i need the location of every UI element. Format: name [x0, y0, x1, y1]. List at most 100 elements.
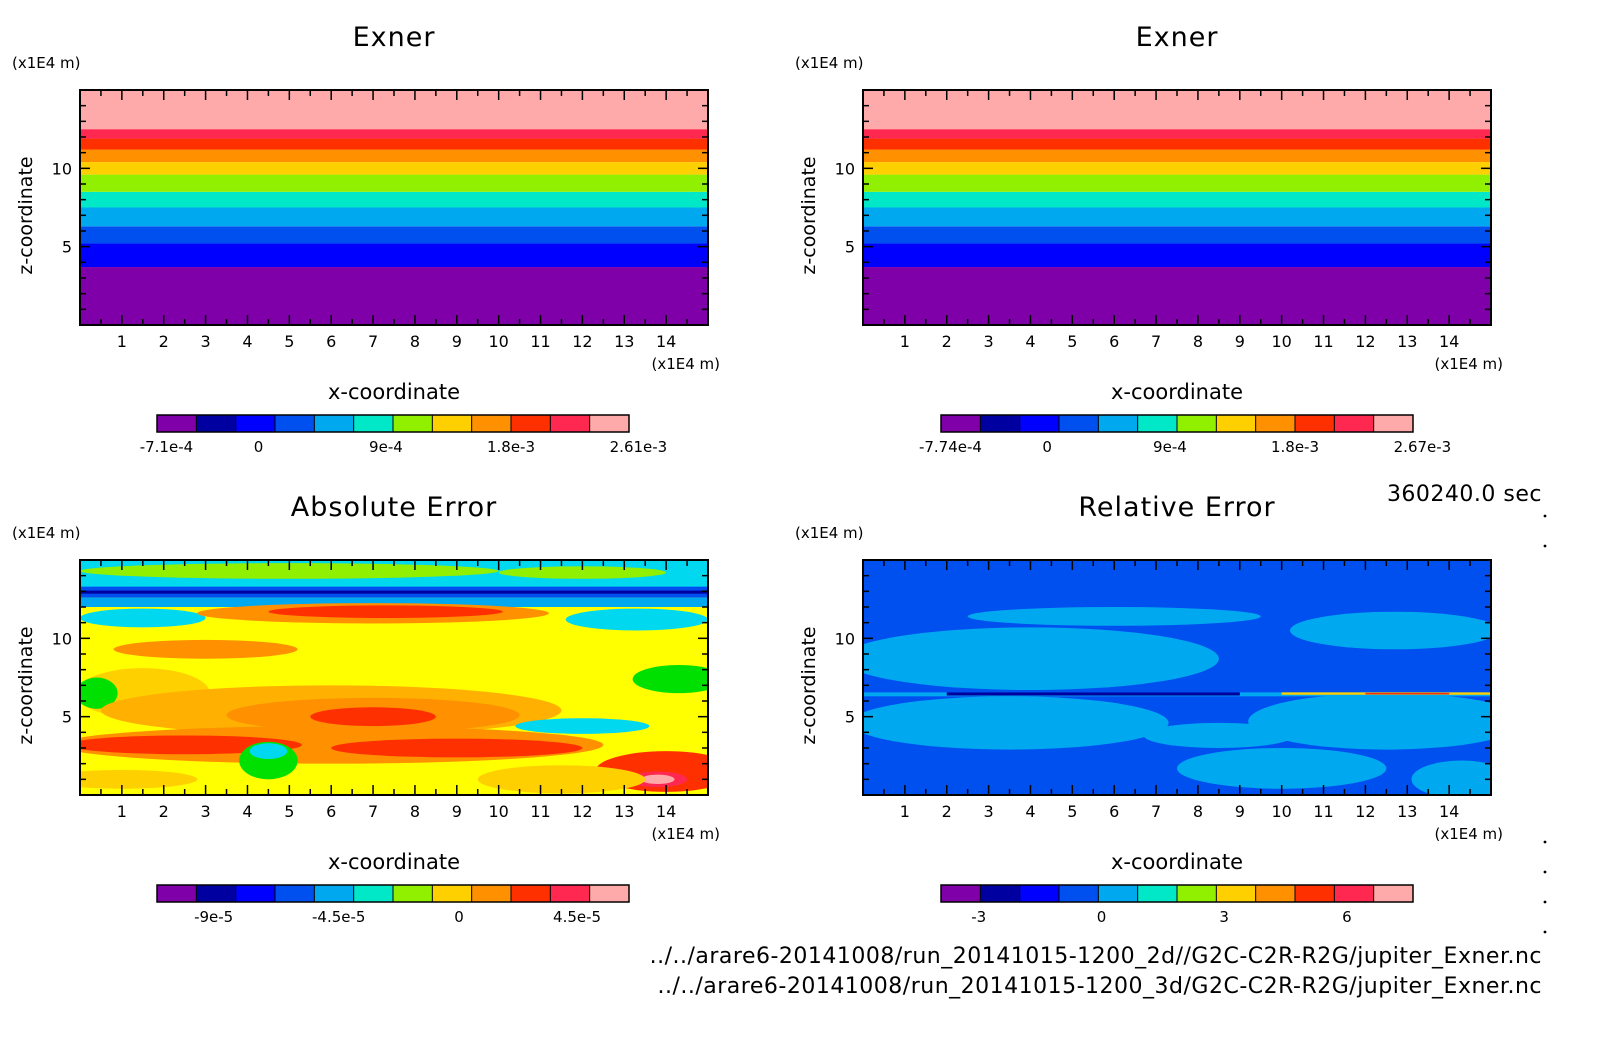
marker-dot [1543, 930, 1547, 934]
marker-dot [1543, 870, 1547, 874]
colorbar-label: 0 [454, 908, 464, 926]
chart-title: Absolute Error [291, 492, 497, 523]
y-tick-label: 10 [835, 629, 855, 648]
marker-dot [1543, 900, 1547, 904]
contour-band [80, 226, 708, 244]
contour-region [310, 707, 436, 727]
x-unit-label: (x1E4 m) [1434, 825, 1503, 843]
x-tick-label: 2 [159, 332, 169, 351]
x-tick-label: 1 [900, 802, 910, 821]
contour-region [80, 769, 198, 789]
colorbar-segment [1295, 415, 1335, 432]
x-tick-label: 4 [242, 332, 252, 351]
contour-band [80, 191, 708, 208]
chart-panel-4: Relative Error (x1E4 m) (x1E4 m) x-coordina… [795, 492, 1503, 926]
marker-dot [1543, 544, 1547, 548]
plot-area [863, 90, 1491, 325]
colorbar-segment [1137, 415, 1178, 432]
x-tick-label: 10 [488, 332, 508, 351]
plot-area [80, 560, 708, 795]
x-tick-label: 10 [488, 802, 508, 821]
marker-dot [1543, 840, 1547, 844]
chart-title: Exner [353, 22, 436, 53]
y-tick-label: 5 [62, 238, 72, 257]
contour-region [113, 639, 298, 659]
y-axis-label: z-coordinate [798, 156, 820, 274]
x-tick-label: 9 [452, 802, 462, 821]
y-axis-label: z-coordinate [15, 626, 37, 744]
x-tick-label: 8 [1193, 802, 1203, 821]
x-tick-label: 10 [1271, 802, 1291, 821]
x-tick-label: 1 [900, 332, 910, 351]
colorbar-segment [235, 415, 276, 432]
chart-panel-3: Absolute Error (x1E4 m) (x1E4 m) x-coordina… [12, 492, 720, 926]
contour-region [1411, 760, 1491, 795]
contour-band [863, 226, 1491, 244]
colorbar-segment [1059, 415, 1099, 432]
contour-region [863, 696, 1169, 750]
colorbar-label: -7.1e-4 [140, 438, 193, 456]
colorbar-label: 1.8e-3 [487, 438, 535, 456]
x-tick-label: 12 [1355, 802, 1375, 821]
x-tick-label: 10 [1271, 332, 1291, 351]
colorbar-label: -4.5e-5 [312, 908, 365, 926]
x-tick-label: 13 [614, 802, 634, 821]
colorbar-label: 0 [1042, 438, 1052, 456]
x-tick-label: 7 [368, 802, 378, 821]
colorbar-segment [432, 415, 473, 432]
x-tick-label: 13 [1397, 802, 1417, 821]
colorbar-segment [1098, 885, 1139, 902]
x-tick-label: 9 [1235, 802, 1245, 821]
x-unit-label: (x1E4 m) [1434, 355, 1503, 373]
x-tick-label: 7 [368, 332, 378, 351]
y-tick-label: 10 [52, 159, 72, 178]
colorbar-segment [1216, 415, 1257, 432]
x-tick-label: 2 [942, 332, 952, 351]
colorbar-segment [1177, 885, 1217, 902]
colorbar-segment [275, 885, 315, 902]
colorbar-segment [314, 415, 355, 432]
colorbar-segment [550, 885, 591, 902]
x-tick-label: 14 [656, 802, 676, 821]
file-path-2d: ../../arare6-20141008/run_20141015-1200_… [649, 944, 1542, 969]
colorbar-segment [471, 885, 512, 902]
x-tick-label: 9 [452, 332, 462, 351]
x-tick-label: 6 [326, 332, 336, 351]
x-tick-label: 11 [1313, 332, 1333, 351]
colorbar-segment [941, 415, 981, 432]
time-label: 360240.0 sec [1386, 482, 1542, 507]
colorbar-segment [589, 885, 630, 902]
x-tick-label: 4 [1025, 802, 1035, 821]
x-tick-label: 11 [530, 332, 550, 351]
contour-region [80, 597, 708, 607]
chart-panel-1: Exner (x1E4 m) (x1E4 m) x-coordinate z-coord… [12, 22, 720, 456]
colorbar-segment [196, 415, 237, 432]
colorbar-segment [314, 885, 355, 902]
contour-band [80, 207, 708, 227]
x-tick-label: 6 [1109, 802, 1119, 821]
colorbar-segment [393, 885, 433, 902]
contour-band [863, 207, 1491, 227]
y-tick-label: 5 [845, 238, 855, 257]
x-tick-label: 5 [1067, 802, 1077, 821]
colorbar-label: 0 [254, 438, 264, 456]
colorbar-label: 2.61e-3 [610, 438, 668, 456]
x-axis-label: x-coordinate [328, 850, 460, 874]
contour-region [946, 692, 1240, 696]
colorbar-label: 0 [1097, 908, 1107, 926]
contour-band [863, 138, 1491, 150]
contour-band [80, 129, 708, 139]
contour-region [863, 627, 1219, 691]
x-tick-label: 6 [326, 802, 336, 821]
x-tick-label: 3 [984, 802, 994, 821]
y-tick-label: 5 [845, 708, 855, 727]
x-tick-label: 11 [530, 802, 550, 821]
x-tick-label: 9 [1235, 332, 1245, 351]
colorbar-segment [511, 415, 551, 432]
contour-band [80, 138, 708, 150]
x-tick-label: 4 [1025, 332, 1035, 351]
colorbar-label: 1.8e-3 [1271, 438, 1319, 456]
colorbar-segment [1373, 885, 1414, 902]
colorbar-label: 6 [1342, 908, 1352, 926]
contour-region [249, 743, 288, 759]
